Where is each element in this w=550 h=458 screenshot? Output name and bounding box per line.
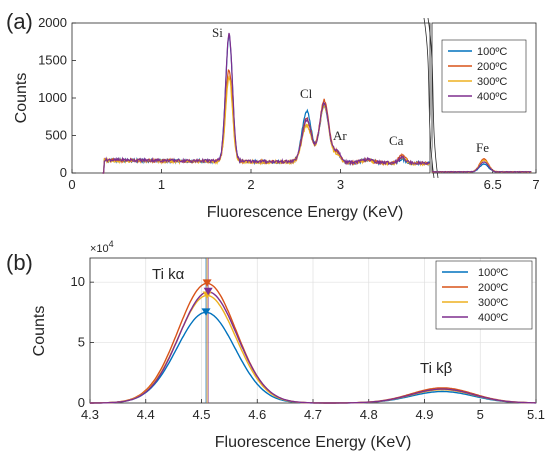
axis-break-mark [427, 17, 439, 179]
series-line-400C [90, 291, 536, 404]
peak-marker [202, 279, 212, 287]
x-tick-label: 4.5 [192, 407, 210, 422]
panel-b-y-axis-label: Counts [31, 306, 48, 357]
x-tick-label: 5 [477, 407, 484, 422]
legend-label: 300ºC [478, 297, 508, 309]
panel-b-x-ticks: 4.3 4.4 4.5 4.6 4.7 4.8 4.9 5 5.1 [81, 399, 545, 422]
panel-b-y-ticks: 0 5 10 [71, 274, 94, 410]
legend-label: 100ºC [478, 267, 508, 279]
y-tick-label: 0 [60, 165, 67, 180]
legend-label: 200ºC [477, 61, 507, 73]
y-exponent-power: 4 [109, 239, 114, 249]
annotation-ti-ka: Ti kα [152, 266, 185, 283]
annotation-fe: Fe [476, 140, 489, 155]
y-tick-label: 1500 [38, 53, 67, 68]
legend-label: 100ºC [477, 46, 507, 58]
x-tick-label: 0 [68, 177, 75, 192]
panel-b-peak-markers [201, 279, 213, 316]
legend-label: 200ºC [478, 282, 508, 294]
legend-label: 400ºC [477, 91, 507, 103]
panel-a-label: (a) [6, 9, 33, 34]
legend-label: 400ºC [478, 312, 508, 324]
annotation-ar: Ar [333, 128, 347, 143]
peak-marker [201, 308, 211, 316]
x-tick-label: 1 [158, 177, 165, 192]
panel-a-x-axis-label: Fluorescence Energy (KeV) [207, 204, 404, 221]
panel-b-label: (b) [6, 250, 33, 275]
panel-a-y-ticks: 0 500 1000 1500 2000 [38, 15, 76, 180]
x-tick-label: 2 [247, 177, 254, 192]
peak-marker [203, 287, 213, 296]
annotation-cl: Cl [300, 86, 313, 101]
legend-label: 300ºC [477, 76, 507, 88]
y-tick-label: 1000 [38, 90, 67, 105]
x-tick-label: 4.7 [304, 407, 322, 422]
x-tick-label: 6.5 [484, 177, 502, 192]
annotation-ca: Ca [389, 133, 404, 148]
y-tick-label: 500 [45, 128, 67, 143]
x-tick-label: 4.4 [137, 407, 155, 422]
panel-b-y-exponent: ×104 [90, 239, 114, 255]
series-line-400C [102, 32, 430, 174]
series-line-fe-400C [432, 161, 532, 173]
series-line-200C [102, 69, 430, 174]
y-tick-label: 10 [71, 274, 85, 289]
panel-a-series-left [102, 32, 430, 174]
annotation-si: Si [212, 25, 223, 40]
x-tick-label: 4.9 [415, 407, 433, 422]
y-tick-label: 0 [78, 395, 85, 410]
x-tick-label: 4.6 [248, 407, 266, 422]
panel-b-x-axis-label: Fluorescence Energy (KeV) [215, 434, 412, 451]
x-tick-label: 7 [532, 177, 539, 192]
axis-break-mark [423, 17, 435, 179]
series-line-fe-100C [432, 163, 532, 174]
x-tick-label: 5.1 [527, 407, 545, 422]
y-exponent-base: ×10 [90, 243, 109, 255]
panel-a-y-axis-label: Counts [13, 73, 30, 124]
x-tick-label: 3 [337, 177, 344, 192]
series-line-100C [102, 34, 430, 174]
panel-b-series [90, 282, 537, 404]
panel-a-right-frame [431, 22, 537, 174]
x-tick-label: 4.8 [360, 407, 378, 422]
x-tick-label: 4.3 [81, 407, 99, 422]
panel-a-series-right [431, 158, 532, 174]
series-line-fe-300C [431, 159, 532, 173]
legend-box [441, 39, 527, 113]
panel-a: (a) 0 500 1000 1500 2000 0 1 2 3 6.5 7 Si Cl Ar C… [6, 9, 540, 221]
panel-a-left-frame [71, 22, 431, 174]
annotation-ti-kb: Ti kβ [420, 360, 453, 377]
panel-b-legend: 100ºC 200ºC 300ºC 400ºC [435, 260, 533, 330]
y-tick-label: 5 [78, 335, 85, 350]
panel-a-legend: 100ºC 200ºC 300ºC 400ºC [441, 39, 527, 113]
y-tick-label: 2000 [38, 15, 67, 30]
